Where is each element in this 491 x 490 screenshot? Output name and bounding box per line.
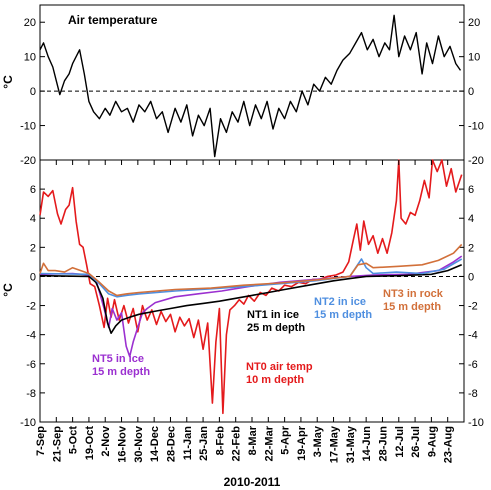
x-tick-label: 8-Mar <box>247 425 259 455</box>
x-axis-title: 2010-2011 <box>224 475 281 489</box>
bottom-y-tick-label-left: -8 <box>26 388 36 400</box>
top-panel-annotation: Air temperature <box>68 13 158 27</box>
bottom-y-tick-label-left: -4 <box>26 330 36 342</box>
series-label-line2: 15 m depth <box>383 301 441 313</box>
x-tick-label: 14-Jun <box>361 426 373 462</box>
series-label-line2: 15 m depth <box>92 366 150 378</box>
bottom-series-line-2 <box>39 264 463 335</box>
x-tick-label: 25-Jan <box>198 426 210 461</box>
series-label-line1: NT5 in ice <box>92 353 144 365</box>
x-tick-label: 21-Sep <box>51 426 63 462</box>
top-y-tick-label-left: 10 <box>24 52 36 64</box>
top-y-tick-label-left: -20 <box>20 155 36 167</box>
x-tick-label: 5-Apr <box>280 425 292 454</box>
x-tick-label: 2-Nov <box>100 425 112 456</box>
top-y-tick-label-right: -20 <box>468 155 484 167</box>
series-label-line1: NT1 in ice <box>247 309 299 321</box>
x-tick-label: 28-Dec <box>165 426 177 462</box>
x-tick-label: 26-Jul <box>410 426 422 458</box>
x-tick-label: 7-Sep <box>35 426 47 456</box>
bottom-series-line-4 <box>39 243 463 297</box>
series-label-line2: 10 m depth <box>246 374 304 386</box>
x-tick-label: 22-Feb <box>231 426 243 462</box>
bottom-y-tick-label-right: -2 <box>468 301 478 313</box>
bottom-y-tick-label-left: 0 <box>30 271 36 283</box>
bottom-panel: °C -10 -10 -8 -8 -6 -6 -4 -4 -2 -2 0 0 2 2 4 4 6 6 7-Sep 21… <box>1 159 484 463</box>
bottom-y-tick-label-left: -6 <box>26 359 36 371</box>
top-y-axis-label: °C <box>1 75 15 89</box>
series-label-line1: NT3 in rock <box>383 288 444 300</box>
x-tick-label: 28-Jun <box>377 426 389 462</box>
x-tick-label: 22-Mar <box>263 425 275 461</box>
bottom-series-line-0 <box>39 159 463 415</box>
top-y-tick-label-right: -10 <box>468 121 484 133</box>
bottom-series-line-3 <box>39 258 463 298</box>
series-label-line2: 25 m depth <box>247 322 305 334</box>
bottom-y-tick-label-right: -4 <box>468 330 478 342</box>
top-plot-layer: -20 -20 -10 -10 0 0 10 10 20 20 <box>20 14 484 167</box>
x-tick-label: 23-Aug <box>443 426 455 463</box>
top-y-tick-label-left: 0 <box>30 86 36 98</box>
bottom-y-tick-label-right: 4 <box>468 213 474 225</box>
x-tick-label: 30-Nov <box>133 425 145 463</box>
bottom-y-tick-label-right: 6 <box>468 184 474 196</box>
bottom-plot-layer: -10 -10 -8 -8 -6 -6 -4 -4 -2 -2 0 0 2 2 4 4 6 6 7-Sep 21-Se… <box>20 159 484 463</box>
top-y-tick-label-right: 10 <box>468 52 480 64</box>
x-tick-label: 16-Nov <box>117 425 129 463</box>
series-label-line1: NT0 air temp <box>246 361 313 373</box>
top-y-tick-label-right: 0 <box>468 86 474 98</box>
x-tick-label: 17-May <box>329 425 341 463</box>
x-tick-label: 8-Feb <box>214 426 226 456</box>
top-plot-frame <box>39 4 465 161</box>
top-y-tick-label-left: -10 <box>20 121 36 133</box>
x-tick-label: 14-Dec <box>149 426 161 462</box>
bottom-y-tick-label-left: -2 <box>26 301 36 313</box>
bottom-y-tick-label-left: 4 <box>30 213 36 225</box>
x-tick-label: 19-Apr <box>296 425 308 461</box>
bottom-y-tick-label-left: 2 <box>30 242 36 254</box>
x-tick-label: 19-Oct <box>84 426 96 461</box>
bottom-y-axis-label: °C <box>1 283 15 297</box>
x-tick-label: 31-May <box>345 425 357 463</box>
top-panel: Air temperature °C -20 -20 -10 -10 0 0 10 10 20 2… <box>1 4 484 167</box>
series-label-line2: 15 m depth <box>314 309 372 321</box>
x-tick-label: 5-Oct <box>68 426 80 454</box>
bottom-y-tick-label-right: -6 <box>468 359 478 371</box>
top-y-tick-label-right: 20 <box>468 17 480 29</box>
bottom-y-tick-label-left: 6 <box>30 184 36 196</box>
bottom-y-tick-label-right: 2 <box>468 242 474 254</box>
bottom-y-tick-label-right: -10 <box>468 417 484 429</box>
bottom-y-tick-label-right: 0 <box>468 271 474 283</box>
top-y-tick-label-left: 20 <box>24 17 36 29</box>
x-tick-label: 9-Aug <box>426 426 438 457</box>
x-tick-label: 11-Jan <box>182 426 194 461</box>
bottom-y-tick-label-right: -8 <box>468 388 478 400</box>
top-series-line-0 <box>39 14 462 158</box>
x-tick-label: 12-Jul <box>394 426 406 458</box>
series-label-line1: NT2 in ice <box>314 296 366 308</box>
x-tick-label: 3-May <box>312 425 324 457</box>
bottom-y-tick-label-left: -10 <box>20 417 36 429</box>
